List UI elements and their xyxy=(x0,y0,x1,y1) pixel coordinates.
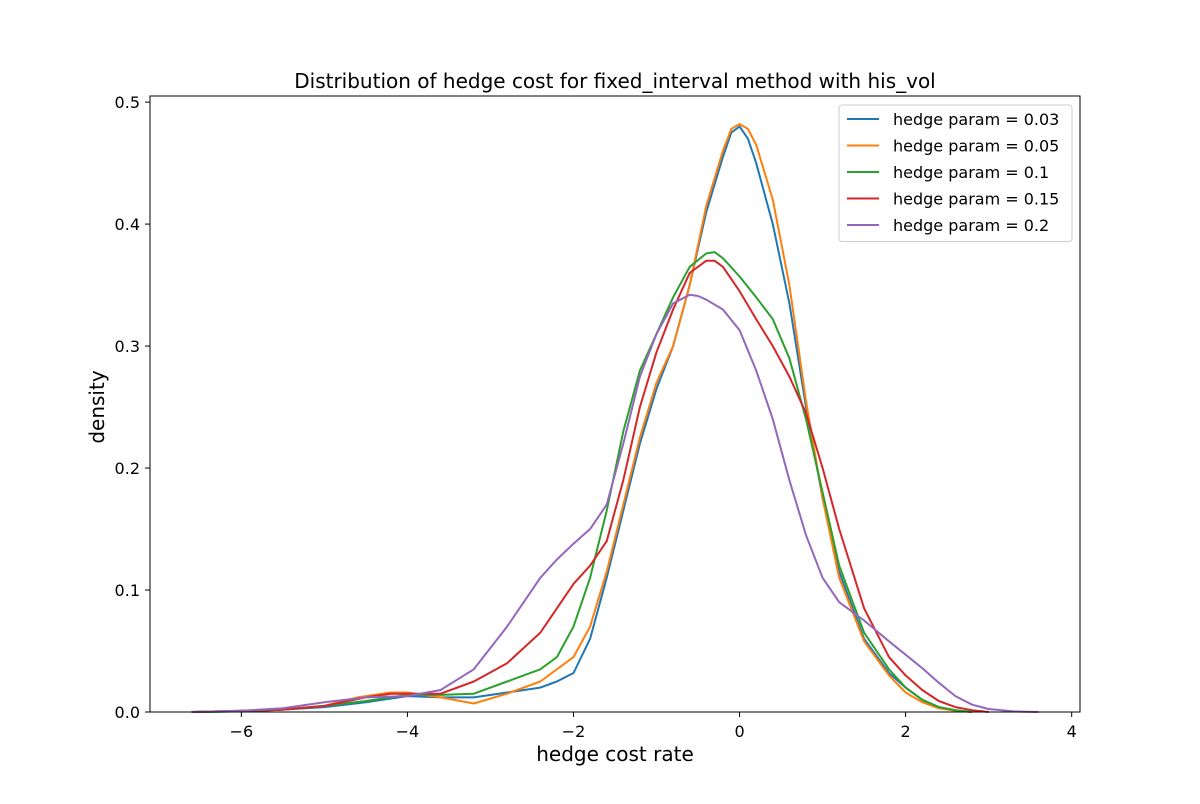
y-axis: 0.0 0.1 0.2 0.3 0.4 0.5 xyxy=(115,93,150,722)
y-tick-label: 0.1 xyxy=(115,581,140,600)
x-tick-label: 2 xyxy=(901,722,911,741)
legend-label: hedge param = 0.2 xyxy=(893,216,1049,235)
y-axis-label: density xyxy=(85,370,109,443)
x-axis-label: hedge cost rate xyxy=(536,742,694,766)
legend-label: hedge param = 0.15 xyxy=(893,190,1059,209)
plot-frame xyxy=(149,95,1081,713)
series-layer xyxy=(191,123,1039,713)
x-tick-label: −4 xyxy=(396,722,420,741)
chart-title: Distribution of hedge cost for fixed_int… xyxy=(294,69,936,93)
x-tick-label: 0 xyxy=(734,722,744,741)
series-line-4 xyxy=(191,293,1039,713)
y-tick-label: 0.3 xyxy=(115,337,140,356)
x-tick-label: 4 xyxy=(1067,722,1077,741)
y-tick-label: 0.4 xyxy=(115,215,140,234)
legend: hedge param = 0.03 hedge param = 0.05 hedg… xyxy=(838,104,1073,242)
legend-label: hedge param = 0.1 xyxy=(893,163,1049,182)
series-line-1 xyxy=(191,123,973,713)
legend-label: hedge param = 0.05 xyxy=(893,137,1059,156)
x-tick-label: −6 xyxy=(230,722,254,741)
legend-label: hedge param = 0.03 xyxy=(893,110,1059,129)
y-tick-label: 0.5 xyxy=(115,93,140,112)
y-tick-label: 0.0 xyxy=(115,703,140,722)
x-axis: −6 −4 −2 0 2 4 xyxy=(230,712,1077,741)
x-tick-label: −2 xyxy=(562,722,586,741)
series-line-2 xyxy=(191,251,973,713)
legend-box xyxy=(838,104,1073,242)
series-line-3 xyxy=(191,259,989,713)
y-tick-label: 0.2 xyxy=(115,459,140,478)
